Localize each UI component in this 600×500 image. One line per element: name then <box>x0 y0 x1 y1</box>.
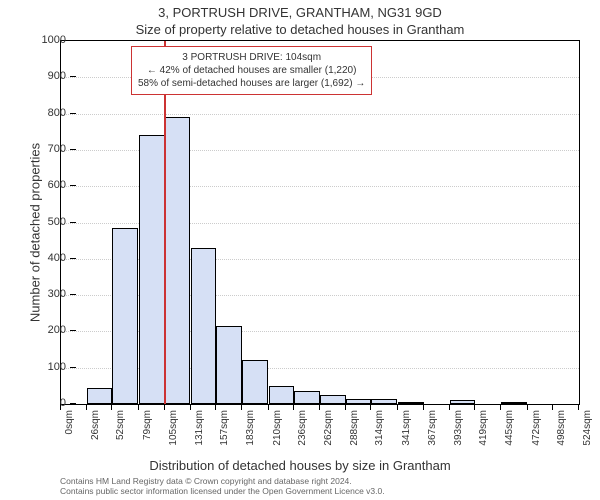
x-tick <box>370 405 371 410</box>
histogram-bar <box>346 399 372 404</box>
histogram-bar <box>191 248 217 404</box>
histogram-bar <box>165 117 191 404</box>
x-tick <box>190 405 191 410</box>
footer-attribution: Contains HM Land Registry data © Crown c… <box>60 476 385 496</box>
y-tick-label: 200 <box>48 324 66 336</box>
x-tick <box>293 405 294 410</box>
x-tick-label: 445sqm <box>504 410 515 446</box>
x-tick-label: 472sqm <box>531 410 542 446</box>
y-tick-label: 600 <box>48 179 66 191</box>
chart-title-1: 3, PORTRUSH DRIVE, GRANTHAM, NG31 9GD <box>0 5 600 20</box>
histogram-bar <box>112 228 138 404</box>
y-tick <box>70 149 76 150</box>
y-tick <box>70 403 76 404</box>
x-tick-label: 157sqm <box>219 410 230 446</box>
x-tick-label: 79sqm <box>142 410 153 440</box>
chart-container: 3, PORTRUSH DRIVE, GRANTHAM, NG31 9GD Si… <box>0 0 600 500</box>
x-tick-label: 288sqm <box>349 410 360 446</box>
x-tick-label: 183sqm <box>245 410 256 446</box>
x-tick-label: 26sqm <box>90 410 101 440</box>
y-tick-label: 700 <box>48 143 66 155</box>
x-tick <box>60 405 61 410</box>
y-tick-label: 900 <box>48 70 66 82</box>
chart-title-2: Size of property relative to detached ho… <box>0 22 600 37</box>
histogram-bar <box>242 360 268 404</box>
x-tick-label: 236sqm <box>297 410 308 446</box>
histogram-bar <box>269 386 295 404</box>
x-tick <box>86 405 87 410</box>
x-tick-label: 393sqm <box>453 410 464 446</box>
x-tick <box>268 405 269 410</box>
x-tick <box>449 405 450 410</box>
y-tick <box>70 330 76 331</box>
y-tick <box>70 76 76 77</box>
y-tick <box>70 222 76 223</box>
x-tick <box>111 405 112 410</box>
y-tick-label: 300 <box>48 288 66 300</box>
x-tick-label: 419sqm <box>478 410 489 446</box>
footer-line-2: Contains public sector information licen… <box>60 486 385 496</box>
x-tick <box>164 405 165 410</box>
tooltip-line: 3 PORTRUSH DRIVE: 104sqm <box>138 51 365 64</box>
y-tick <box>70 185 76 186</box>
x-tick <box>241 405 242 410</box>
x-tick-label: 52sqm <box>115 410 126 440</box>
x-tick-label: 498sqm <box>556 410 567 446</box>
footer-line-1: Contains HM Land Registry data © Crown c… <box>60 476 385 486</box>
x-tick-label: 524sqm <box>582 410 593 446</box>
histogram-bar <box>139 135 165 404</box>
y-tick-label: 800 <box>48 107 66 119</box>
x-tick-label: 131sqm <box>194 410 205 446</box>
histogram-bar <box>398 402 424 404</box>
histogram-bar <box>450 400 476 404</box>
histogram-bar <box>294 391 320 404</box>
x-tick <box>319 405 320 410</box>
tooltip-line: ← 42% of detached houses are smaller (1,… <box>138 64 365 77</box>
y-tick-label: 100 <box>48 361 66 373</box>
histogram-bar <box>320 395 346 404</box>
tooltip-line: 58% of semi-detached houses are larger (… <box>138 77 365 90</box>
x-tick <box>138 405 139 410</box>
y-tick-label: 1000 <box>42 34 66 46</box>
y-tick <box>70 113 76 114</box>
y-tick <box>70 40 76 41</box>
x-tick <box>527 405 528 410</box>
tooltip-box: 3 PORTRUSH DRIVE: 104sqm← 42% of detache… <box>131 46 372 95</box>
x-tick <box>474 405 475 410</box>
x-tick-label: 314sqm <box>374 410 385 446</box>
histogram-bar <box>501 402 527 404</box>
histogram-bar <box>216 326 242 404</box>
histogram-bar <box>371 399 397 404</box>
x-tick <box>397 405 398 410</box>
marker-line <box>164 41 166 404</box>
x-tick-label: 367sqm <box>427 410 438 446</box>
grid-line <box>61 114 579 115</box>
y-tick <box>70 294 76 295</box>
x-tick-label: 210sqm <box>272 410 283 446</box>
x-tick <box>345 405 346 410</box>
x-tick-label: 105sqm <box>168 410 179 446</box>
y-tick <box>70 258 76 259</box>
x-tick <box>423 405 424 410</box>
x-axis-label: Distribution of detached houses by size … <box>0 458 600 473</box>
x-tick <box>215 405 216 410</box>
x-tick-label: 341sqm <box>401 410 412 446</box>
x-tick <box>552 405 553 410</box>
y-tick-label: 500 <box>48 216 66 228</box>
plot-area: 3 PORTRUSH DRIVE: 104sqm← 42% of detache… <box>60 40 580 405</box>
x-tick <box>578 405 579 410</box>
x-tick <box>500 405 501 410</box>
y-axis-label: Number of detached properties <box>28 58 43 408</box>
x-tick-label: 262sqm <box>323 410 334 446</box>
y-tick-label: 400 <box>48 252 66 264</box>
x-tick-label: 0sqm <box>64 410 75 434</box>
histogram-bar <box>87 388 113 404</box>
y-tick <box>70 367 76 368</box>
